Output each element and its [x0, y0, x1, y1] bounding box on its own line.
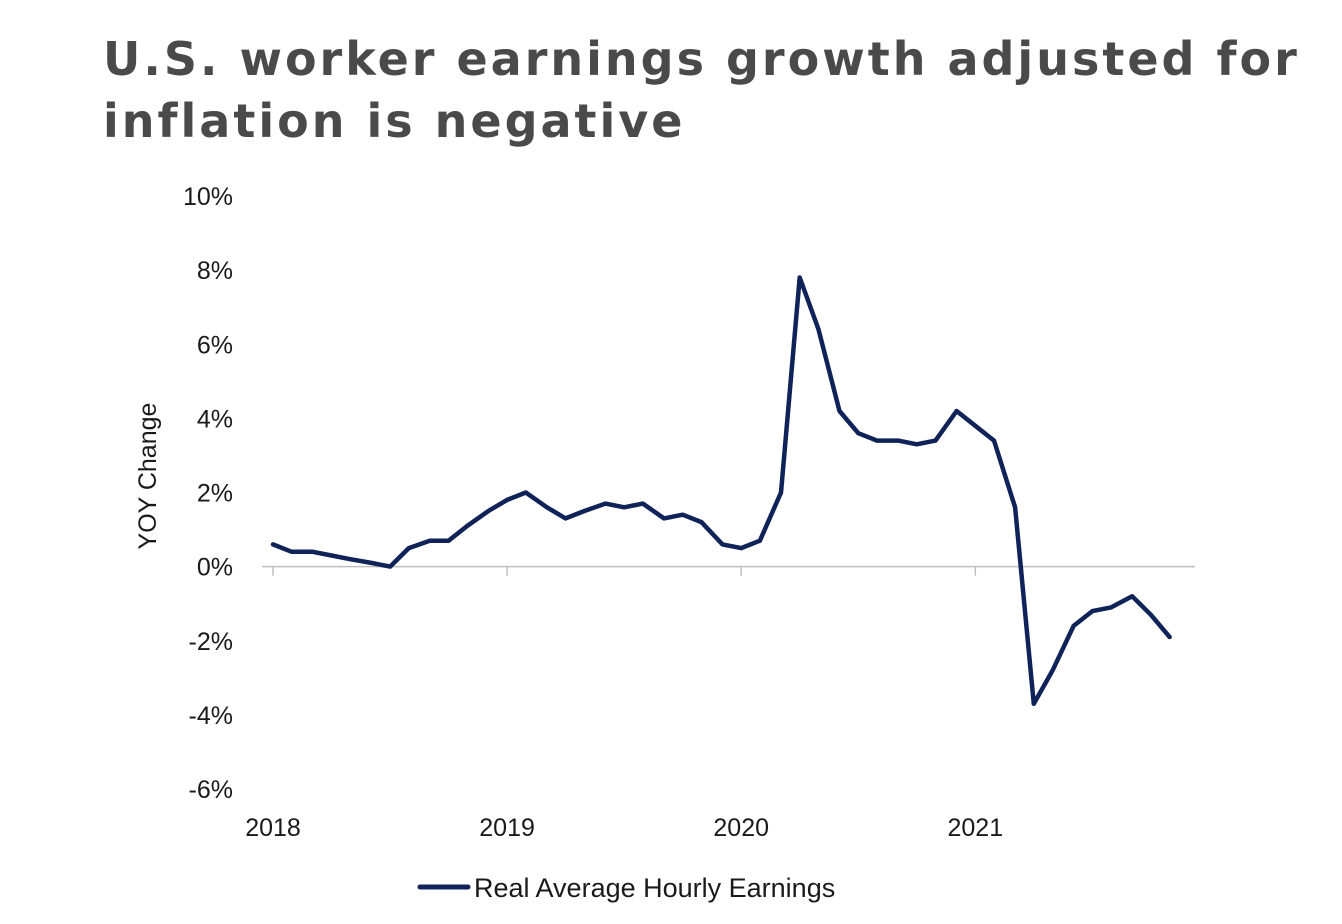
x-tick-label: 2018 [245, 814, 301, 842]
data-point [310, 549, 315, 554]
y-tick-label: 6% [197, 331, 233, 359]
data-point [640, 501, 645, 506]
data-point [523, 490, 528, 495]
data-point [680, 512, 685, 517]
series-line-real-average-hourly-earnings [270, 275, 1172, 707]
data-point [779, 490, 783, 495]
data-point [797, 275, 802, 280]
data-point [271, 542, 275, 547]
data-point [289, 549, 294, 554]
data-point [1071, 623, 1076, 628]
data-point [933, 438, 938, 443]
y-tick-label: -6% [189, 776, 233, 804]
data-point [1050, 668, 1055, 673]
data-point [1031, 701, 1036, 706]
y-tick-label: 10% [183, 183, 233, 211]
data-point [446, 538, 451, 543]
data-point [427, 538, 432, 543]
data-point [973, 423, 978, 428]
data-point [486, 509, 491, 513]
data-point [465, 523, 470, 528]
data-point [954, 409, 959, 413]
data-point [544, 505, 549, 510]
x-tick-label: 2019 [479, 814, 535, 842]
data-point [563, 516, 568, 521]
data-point [622, 505, 627, 510]
data-point [739, 546, 744, 551]
y-tick-label: -4% [189, 702, 233, 730]
data-point [582, 509, 587, 513]
data-point [388, 564, 393, 569]
data-point [1148, 612, 1153, 617]
y-tick-label: -2% [189, 628, 233, 656]
data-point [662, 516, 666, 521]
y-tick-label: 0% [197, 554, 233, 582]
data-point [1013, 505, 1018, 510]
y-tick-label: 4% [197, 405, 233, 433]
data-point [757, 538, 762, 543]
data-point [348, 557, 353, 562]
data-point [914, 442, 919, 447]
data-point [720, 542, 725, 547]
data-point [1090, 609, 1095, 614]
data-point [1130, 594, 1135, 599]
data-point [329, 553, 334, 558]
data-point [896, 438, 901, 443]
data-point [603, 501, 608, 506]
data-points [271, 275, 1172, 706]
data-point [856, 431, 861, 436]
data-point [1109, 605, 1114, 610]
x-tick-label: 2021 [947, 814, 1003, 842]
data-point [699, 520, 704, 525]
x-axis-ticks: 2018 2019 2020 2021 [245, 566, 1003, 842]
x-tick-label: 2020 [713, 814, 769, 842]
y-axis-ticks: -6% -4% -2% 0% 2% 4% 6% 8% 10% [183, 183, 233, 804]
data-point [992, 438, 996, 443]
data-point [369, 560, 374, 565]
data-point [816, 327, 821, 332]
data-point [837, 409, 842, 413]
data-point [505, 497, 510, 502]
data-point [1167, 635, 1172, 639]
data-point [875, 438, 879, 443]
legend: Real Average Hourly Earnings [417, 873, 835, 903]
data-point [406, 546, 411, 551]
y-tick-label: 2% [197, 480, 233, 508]
legend-label: Real Average Hourly Earnings [474, 873, 835, 903]
y-tick-label: 8% [197, 257, 233, 285]
chart-title: U.S. worker earnings growth adjusted for… [103, 32, 1300, 148]
y-axis-label: YOY Change [134, 403, 162, 550]
